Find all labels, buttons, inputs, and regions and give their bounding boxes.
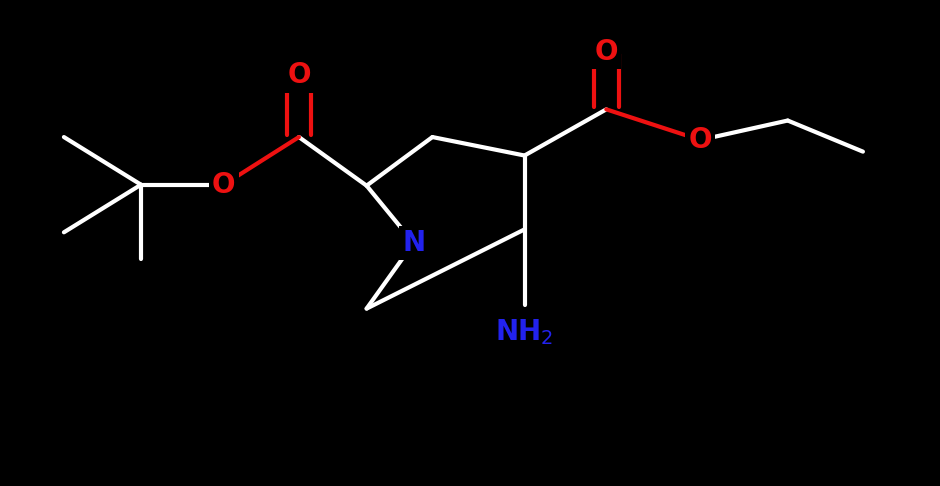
- Text: O: O: [595, 38, 619, 66]
- Text: O: O: [688, 126, 713, 154]
- Text: O: O: [212, 171, 235, 199]
- Text: N: N: [402, 229, 425, 257]
- Text: NH$_2$: NH$_2$: [495, 317, 554, 347]
- Text: O: O: [288, 61, 310, 89]
